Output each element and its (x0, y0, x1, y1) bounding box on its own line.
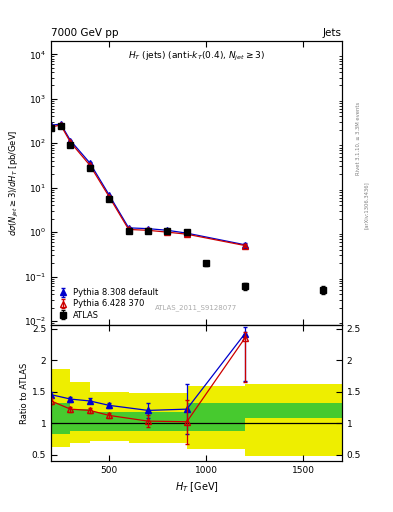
Text: $H_T$ (jets) (anti-$k_T$(0.4), $N_{jet} \geq 3$): $H_T$ (jets) (anti-$k_T$(0.4), $N_{jet} … (128, 50, 265, 62)
Text: [arXiv:1306.3436]: [arXiv:1306.3436] (364, 181, 369, 229)
Y-axis label: $d\sigma(N_{jet} \geq 3) / dH_T$ [pb/GeV]: $d\sigma(N_{jet} \geq 3) / dH_T$ [pb/GeV… (8, 130, 21, 237)
X-axis label: $H_T$ [GeV]: $H_T$ [GeV] (174, 480, 219, 494)
Text: Rivet 3.1.10, ≥ 3.3M events: Rivet 3.1.10, ≥ 3.3M events (356, 101, 361, 175)
Legend: Pythia 8.308 default, Pythia 6.428 370, ATLAS: Pythia 8.308 default, Pythia 6.428 370, … (55, 287, 160, 321)
Text: 7000 GeV pp: 7000 GeV pp (51, 28, 119, 38)
Text: ATLAS_2011_S9128077: ATLAS_2011_S9128077 (155, 305, 238, 311)
Text: Jets: Jets (323, 28, 342, 38)
Y-axis label: Ratio to ATLAS: Ratio to ATLAS (20, 362, 29, 424)
